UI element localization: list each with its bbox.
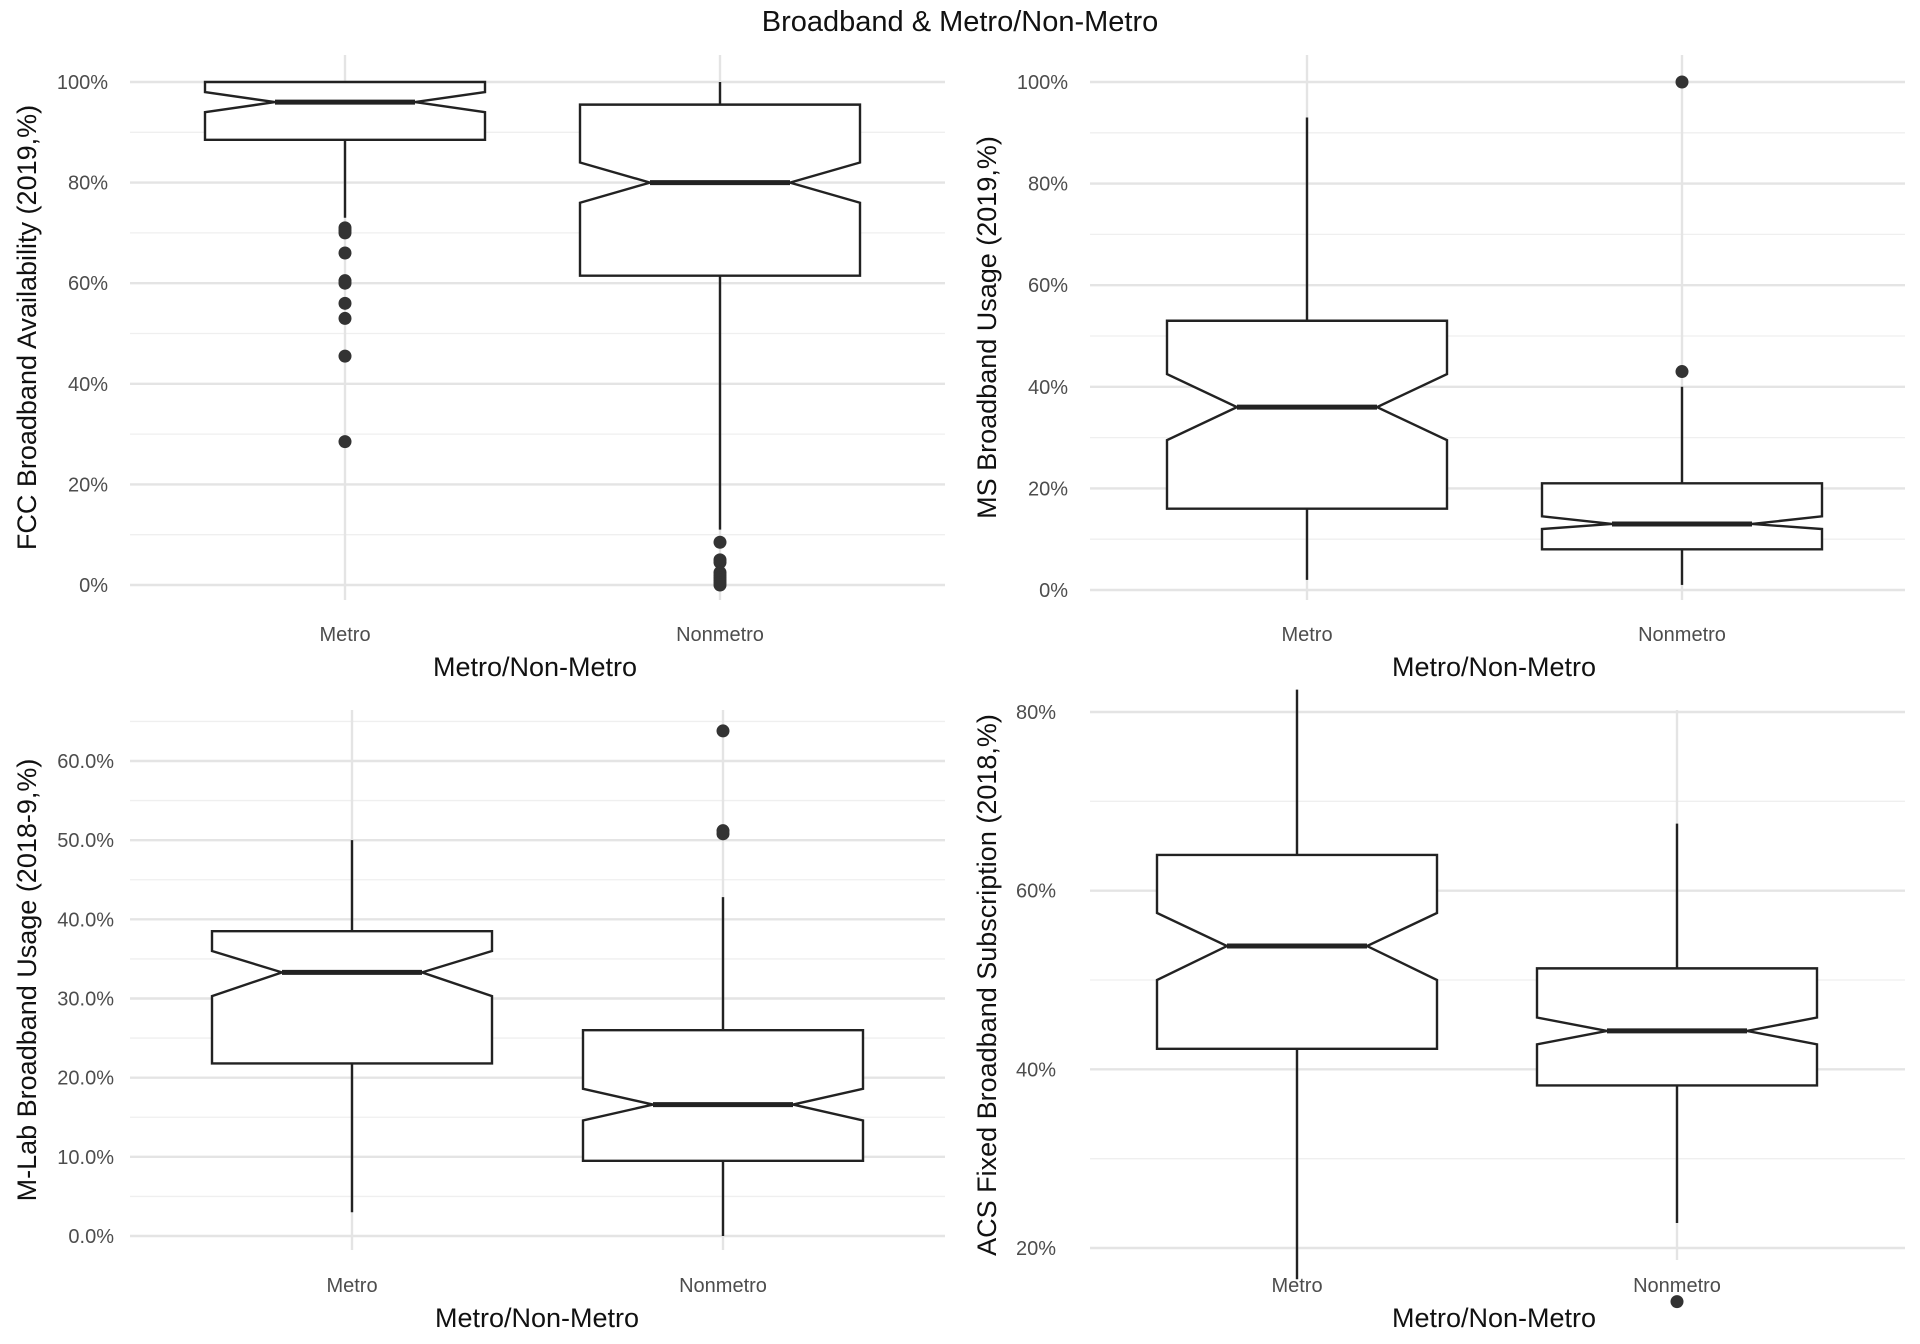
box-metro (210, 840, 494, 1213)
notched-box (581, 1028, 865, 1162)
y-tick-label: 80% (1016, 702, 1056, 724)
chart-panel-1: 0% 20% 40% 60% 80% 100% Metro Nonmetro Metro/Non… (12, 55, 945, 682)
chart-panel-3: 0.0% 10.0% 20.0% 30.0% 40.0% 50.0% 60.0% Metro N… (12, 710, 945, 1333)
y-tick-label: 20% (68, 474, 108, 496)
y-axis-title: M-Lab Broadband Usage (2018-9,%) (12, 759, 42, 1202)
y-tick-label: 10.0% (57, 1147, 114, 1169)
y-tick-label: 60% (68, 273, 108, 295)
y-axis-title: MS Broadband Usage (2019,%) (972, 136, 1002, 519)
outlier-point (1675, 75, 1689, 89)
notched-box (1540, 482, 1824, 551)
outlier-point (716, 824, 730, 838)
outlier-point (338, 349, 352, 363)
outlier-point (338, 226, 352, 240)
outlier-point (338, 276, 352, 290)
notched-box (1155, 853, 1439, 1050)
notched-box (1535, 967, 1819, 1087)
x-axis-title: Metro/Non-Metro (1392, 1303, 1596, 1333)
notched-box (578, 103, 862, 277)
box-nonmetro (581, 724, 865, 1236)
x-tick-label: Metro (326, 1275, 377, 1297)
y-tick-label: 30.0% (57, 989, 114, 1011)
x-axis-title: Metro/Non-Metro (433, 652, 637, 682)
y-axis-title: ACS Fixed Broadband Subscription (2018,%… (972, 714, 1002, 1256)
y-tick-label: 20.0% (57, 1068, 114, 1090)
x-tick-label: Metro (1271, 1275, 1322, 1297)
y-tick-label: 0% (79, 575, 108, 597)
x-tick-label: Nonmetro (1633, 1275, 1721, 1297)
outlier-point (713, 555, 727, 569)
y-tick-label: 100% (1017, 72, 1068, 94)
y-tick-label: 40.0% (57, 909, 114, 931)
chart-panel-4: 20% 40% 60% 80% Metro Nonmetro Metro/Non-Metro… (972, 689, 1905, 1333)
chart-panel-2: 0% 20% 40% 60% 80% 100% Metro Nonmetro Metro/Non… (972, 55, 1905, 682)
outlier-point (338, 435, 352, 449)
y-tick-label: 40% (1016, 1059, 1056, 1081)
outlier-point (1670, 1295, 1684, 1309)
x-tick-label: Metro (1281, 624, 1332, 646)
box-metro (1155, 689, 1439, 1280)
x-axis-title: Metro/Non-Metro (1392, 652, 1596, 682)
box-nonmetro (1535, 823, 1819, 1309)
y-axis-title: FCC Broadband Availability (2019,%) (12, 105, 42, 550)
y-tick-label: 60% (1016, 881, 1056, 903)
panels-container: 0% 20% 40% 60% 80% 100% Metro Nonmetro Metro/Non… (12, 55, 1905, 1333)
x-tick-label: Nonmetro (1638, 624, 1726, 646)
outlier-point (716, 724, 730, 738)
y-tick-label: 80% (68, 173, 108, 195)
y-tick-label: 50.0% (57, 830, 114, 852)
y-tick-label: 60% (1028, 275, 1068, 297)
y-tick-label: 80% (1028, 174, 1068, 196)
figure-title: Broadband & Metro/Non-Metro (762, 6, 1159, 38)
y-tick-label: 60.0% (57, 751, 114, 773)
box-metro (1165, 117, 1449, 580)
x-tick-label: Nonmetro (676, 624, 764, 646)
x-axis-title: Metro/Non-Metro (435, 1303, 639, 1333)
outlier-point (1675, 365, 1689, 379)
outlier-point (338, 296, 352, 310)
x-tick-label: Nonmetro (679, 1275, 767, 1297)
outlier-point (713, 578, 727, 592)
y-tick-label: 0% (1039, 580, 1068, 602)
y-tick-label: 20% (1016, 1238, 1056, 1260)
y-tick-label: 20% (1028, 478, 1068, 500)
x-tick-label: Metro (319, 624, 370, 646)
y-tick-label: 0.0% (68, 1226, 114, 1248)
outlier-point (713, 535, 727, 549)
outlier-point (338, 246, 352, 260)
notched-box (1165, 319, 1449, 510)
outlier-point (338, 311, 352, 325)
y-tick-label: 100% (57, 72, 108, 94)
y-tick-label: 40% (1028, 377, 1068, 399)
y-tick-label: 40% (68, 374, 108, 396)
box-metro (203, 80, 487, 449)
notched-box (210, 930, 494, 1065)
box-nonmetro (1540, 75, 1824, 585)
box-nonmetro (578, 82, 862, 592)
notched-box (203, 80, 487, 142)
